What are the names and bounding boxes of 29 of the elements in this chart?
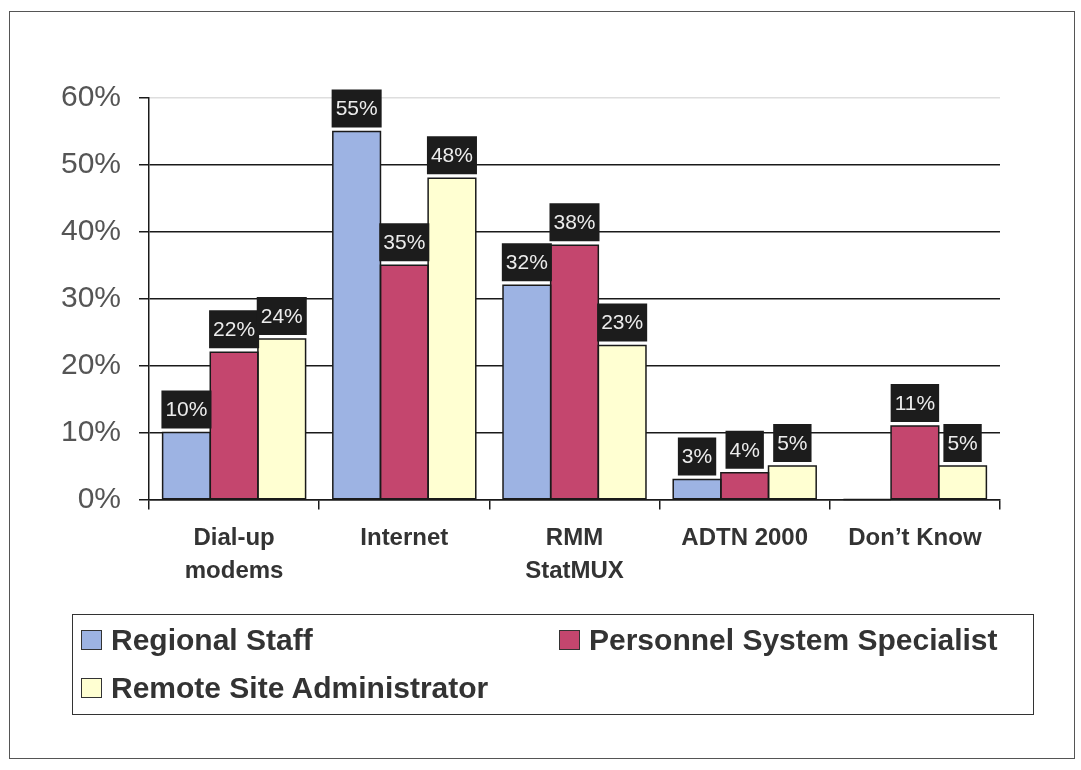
data-label: 5% bbox=[777, 430, 808, 454]
x-tick-label: Dial-up modems bbox=[184, 522, 284, 583]
data-label: 3% bbox=[681, 444, 713, 468]
y-tick-label: 50% bbox=[60, 146, 121, 180]
y-tick-label: 40% bbox=[60, 213, 121, 247]
y-tick-label: 10% bbox=[60, 413, 121, 447]
y-tick-label: 60% bbox=[60, 79, 121, 113]
data-label: 35% bbox=[383, 230, 426, 254]
legend-label: Remote Site Administrator bbox=[111, 671, 489, 705]
data-label: 48% bbox=[430, 143, 473, 167]
y-tick-label: 20% bbox=[60, 346, 121, 380]
x-tick-label: Don’t Know bbox=[848, 522, 982, 550]
data-label: 11% bbox=[894, 390, 936, 414]
data-label: 10% bbox=[165, 397, 208, 421]
legend-label: Personnel System Specialist bbox=[589, 623, 998, 657]
x-tick-label: RMM StatMUX bbox=[525, 522, 624, 583]
data-label: 23% bbox=[601, 310, 644, 334]
x-tick-label: Internet bbox=[360, 522, 449, 550]
data-label: 24% bbox=[260, 303, 303, 327]
legend-label: Regional Staff bbox=[111, 623, 313, 657]
data-label: 38% bbox=[553, 210, 596, 234]
data-label: 32% bbox=[505, 250, 548, 274]
data-label: 55% bbox=[335, 96, 378, 120]
data-label: 22% bbox=[213, 317, 256, 341]
y-tick-label: 30% bbox=[60, 280, 121, 314]
y-tick-label: 0% bbox=[77, 480, 121, 514]
data-label: 5% bbox=[947, 430, 978, 454]
x-tick-label: ADTN 2000 bbox=[681, 522, 809, 550]
data-label: 4% bbox=[729, 437, 760, 461]
